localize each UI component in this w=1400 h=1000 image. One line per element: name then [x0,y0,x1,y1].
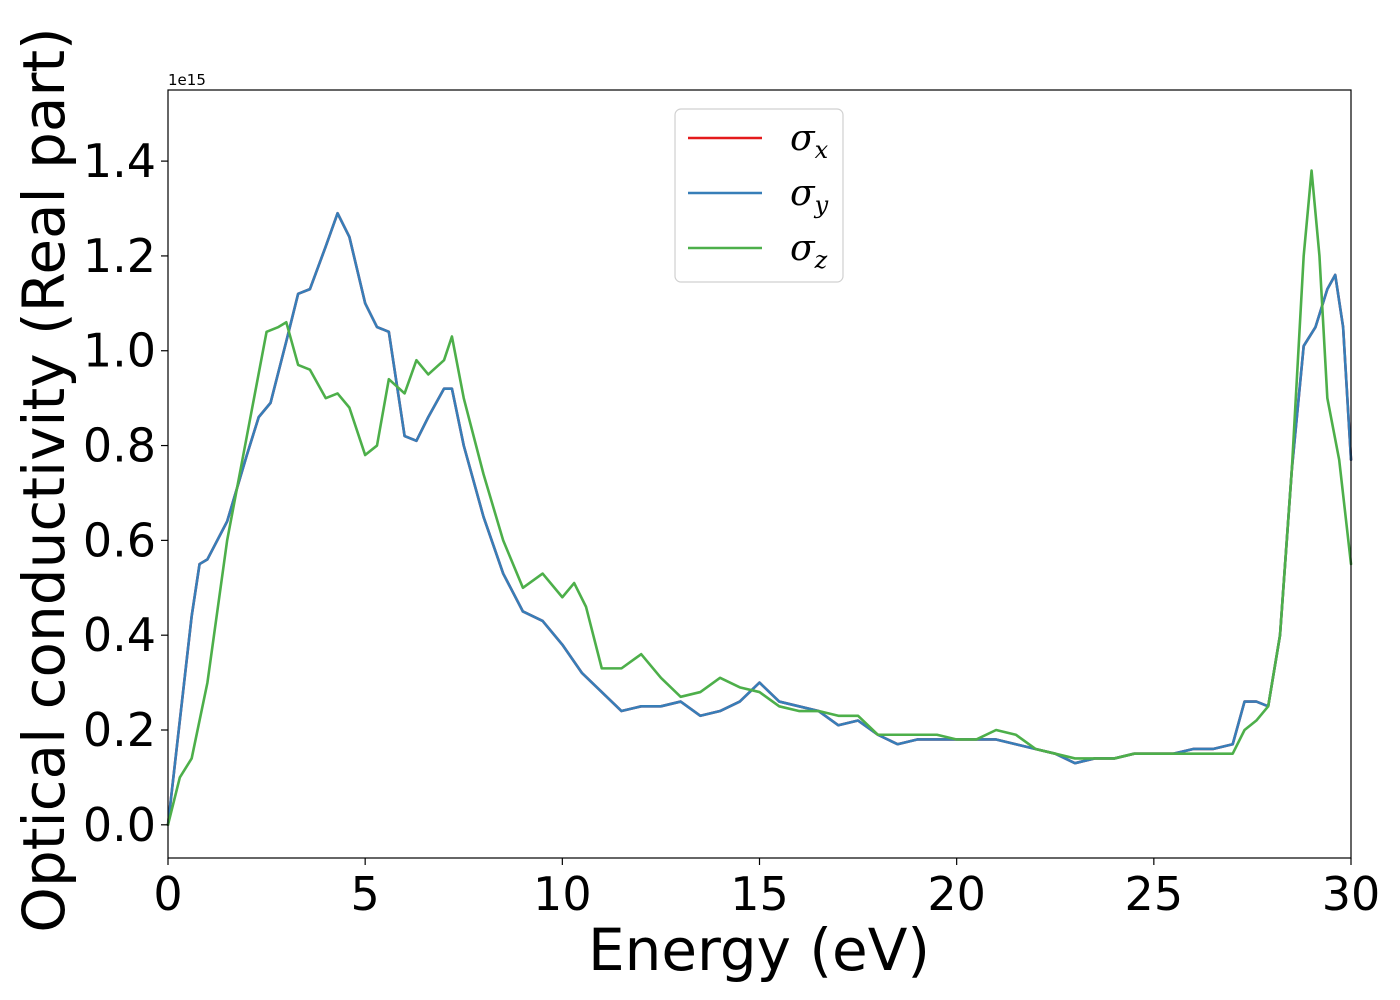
legend-entries: σx σy σz [688,118,829,274]
x-tick-label: 5 [351,867,380,921]
y-tick-label: 0.4 [83,608,156,662]
y-axis-label: Optical conductivity (Real part) [10,27,78,932]
x-tick-label: 0 [153,867,182,921]
series-line-z [166,169,1353,827]
x-tick-label: 30 [1322,867,1381,921]
y-offset-label: 1e15 [168,71,206,89]
y-tick-label: 0.2 [83,703,156,757]
x-tick-label: 25 [1125,867,1184,921]
x-axis-label: Energy (eV) [588,916,930,984]
x-tick-label: 15 [730,867,789,921]
y-tick-label: 0.0 [83,798,156,852]
x-axis-ticks: 0 5 10 15 20 25 30 [153,858,1380,921]
legend-label-z: σz [790,228,828,274]
legend-label-y: σy [790,173,829,219]
y-tick-label: 0.8 [83,419,156,473]
y-tick-label: 1.4 [83,134,156,188]
y-tick-label: 1.0 [83,324,156,378]
x-tick-label: 10 [533,867,592,921]
series-lines [166,169,1353,827]
legend-label-x: σx [790,118,829,164]
legend: σx σy σz [674,108,844,283]
legend-box [674,108,844,283]
x-tick-label: 20 [927,867,986,921]
y-tick-label: 1.2 [83,229,156,283]
y-axis-ticks: 0.0 0.2 0.4 0.6 0.8 1.0 1.2 1.4 [83,134,168,852]
y-tick-label: 0.6 [83,513,156,567]
series-line-y [166,211,1353,827]
